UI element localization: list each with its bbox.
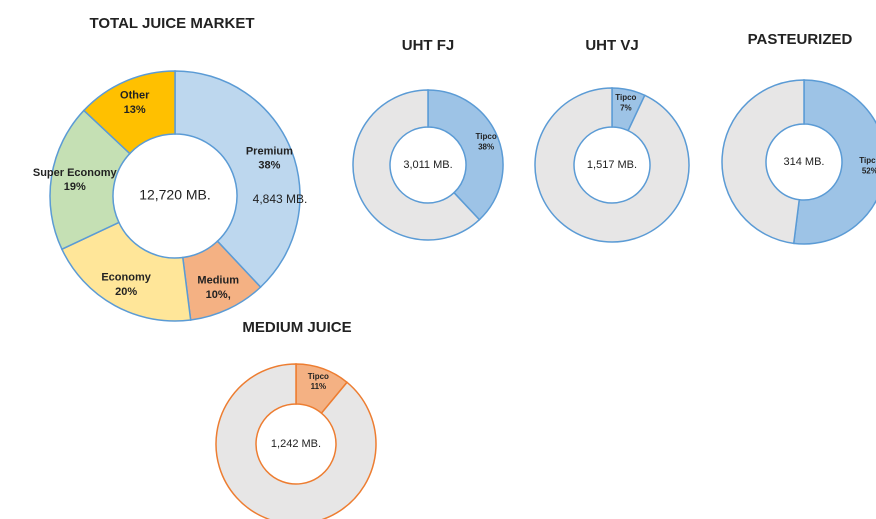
center-label: 314 MB. — [784, 156, 825, 168]
donut-slice — [82, 70, 176, 155]
slice-value-label: 38% — [478, 142, 494, 151]
slice-value-label: 20% — [115, 286, 137, 298]
slice-value-label: 13% — [124, 104, 146, 116]
slice-label: Tipco — [859, 156, 876, 165]
slice-label: Tipco — [308, 372, 329, 381]
chart-title: TOTAL JUICE MARKET — [89, 15, 254, 32]
slice-label: Premium — [246, 145, 293, 157]
donut-slice — [352, 89, 481, 241]
donut-slice — [427, 89, 504, 221]
chart-title: MEDIUM JUICE — [242, 319, 351, 336]
slice-value-label: 10%, — [206, 289, 231, 301]
slice-label: Other — [120, 90, 150, 102]
chart-title: UHT VJ — [585, 37, 638, 54]
center-label: 1,242 MB. — [271, 438, 321, 450]
center-label: 1,517 MB. — [587, 159, 637, 171]
donut-slice — [215, 363, 377, 519]
donut-slice — [49, 109, 131, 251]
slice-label: Tipco — [615, 93, 636, 102]
slice-value-label: 38% — [258, 160, 280, 172]
slice-value-label: 11% — [311, 382, 327, 391]
slice-value-label: 52% — [862, 166, 876, 175]
slice-label: Medium — [197, 275, 239, 287]
slice-value-label: 19% — [64, 181, 86, 193]
donut-slice — [721, 79, 805, 245]
slice-label: Tipco — [476, 132, 497, 141]
center-label: 12,720 MB. — [139, 187, 211, 203]
donut-slice — [174, 70, 301, 289]
slice-label: Economy — [101, 272, 151, 284]
donut-slice — [792, 79, 876, 245]
chart-title: UHT FJ — [402, 37, 455, 54]
donut-slice — [534, 87, 690, 243]
donut-slice — [60, 221, 192, 322]
center-label: 3,011 MB. — [403, 159, 452, 171]
chart-title: PASTEURIZED — [748, 31, 853, 48]
slice-value-label: 7% — [620, 103, 632, 112]
annotation: 4,843 MB. — [253, 192, 308, 206]
slice-label: Super Economy — [33, 167, 118, 179]
